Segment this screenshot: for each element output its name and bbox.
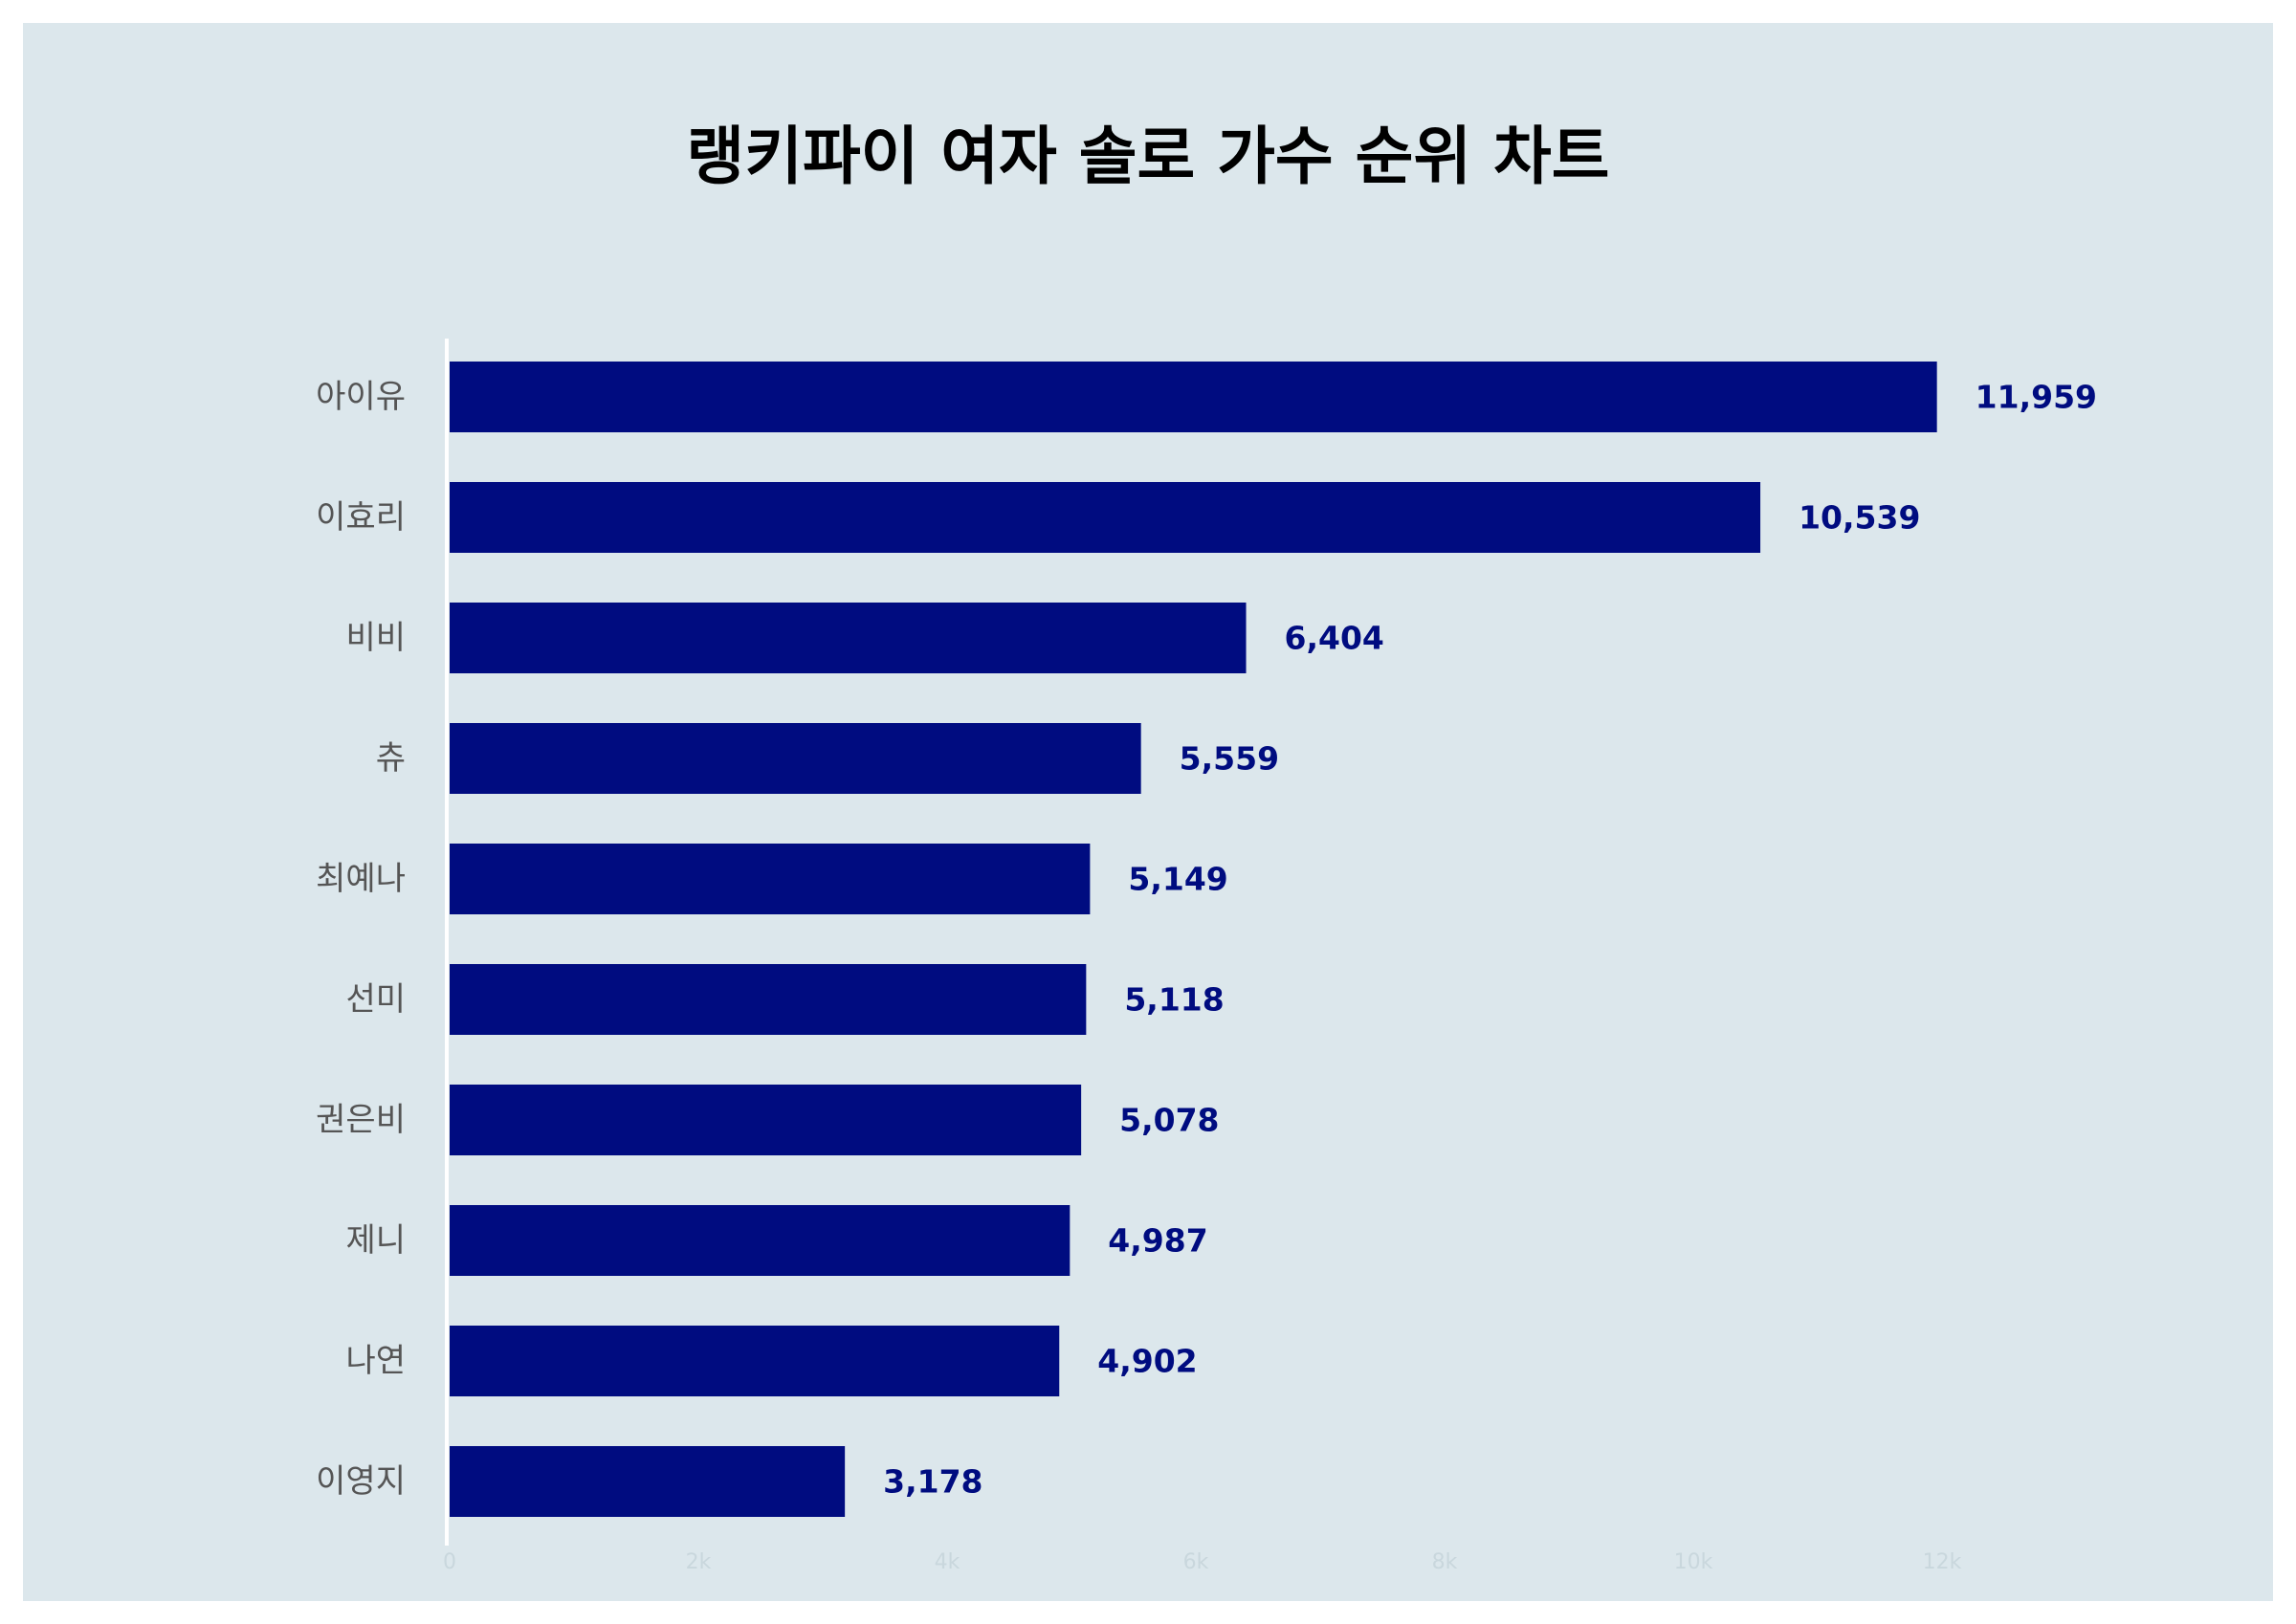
x-tick-label-6: 10k bbox=[1674, 1550, 1713, 1574]
bar-10 bbox=[450, 1446, 846, 1517]
bar-8 bbox=[450, 1205, 1071, 1276]
value-label-6: 5,118 bbox=[1124, 981, 1224, 1019]
category-label-2: 이효리 bbox=[316, 498, 406, 537]
value-label-1: 11,959 bbox=[1976, 379, 2097, 416]
x-tick-label-3: 4k bbox=[935, 1550, 960, 1574]
value-label-3: 6,404 bbox=[1285, 620, 1384, 657]
value-label-9: 4,902 bbox=[1097, 1343, 1197, 1380]
bar-9 bbox=[450, 1326, 1060, 1396]
bar-4 bbox=[450, 723, 1141, 794]
x-tick-label-4: 6k bbox=[1183, 1550, 1209, 1574]
value-label-7: 5,078 bbox=[1119, 1102, 1219, 1139]
x-tick-label-2: 2k bbox=[686, 1550, 712, 1574]
category-label-7: 권은비 bbox=[316, 1101, 406, 1139]
category-label-8: 제니 bbox=[345, 1221, 406, 1260]
category-label-10: 이영지 bbox=[316, 1462, 406, 1501]
category-label-6: 선미 bbox=[345, 980, 406, 1019]
bar-7 bbox=[450, 1085, 1082, 1155]
x-tick-label-5: 8k bbox=[1432, 1550, 1458, 1574]
category-label-4: 츄 bbox=[376, 739, 406, 778]
bars-group bbox=[450, 362, 1937, 1517]
value-labels-group: 11,959 10,539 6,404 5,559 5,149 5,118 5,078 4,9… bbox=[883, 379, 2097, 1501]
x-axis-ticks: 0 2k 4k 6k 8k 10k 12k bbox=[443, 1550, 1962, 1574]
value-label-8: 4,987 bbox=[1108, 1222, 1207, 1260]
bar-chart: 랭키파이 여자 솔로 가수 순위 차트 아이유이효리비비츄최예나선미권은비제니나… bbox=[316, 120, 2097, 1574]
x-tick-label-7: 12k bbox=[1923, 1550, 1962, 1574]
bar-2 bbox=[450, 482, 1761, 553]
value-label-10: 3,178 bbox=[883, 1463, 982, 1501]
category-label-5: 최예나 bbox=[316, 860, 406, 898]
value-label-2: 10,539 bbox=[1799, 499, 1920, 537]
bar-5 bbox=[450, 844, 1091, 914]
value-label-5: 5,149 bbox=[1128, 861, 1227, 898]
bar-1 bbox=[450, 362, 1937, 432]
chart-title: 랭키파이 여자 솔로 가수 순위 차트 bbox=[687, 120, 1610, 193]
category-label-9: 나연 bbox=[345, 1342, 406, 1380]
bar-6 bbox=[450, 964, 1087, 1035]
category-label-1: 아이유 bbox=[316, 378, 406, 416]
x-tick-label-1: 0 bbox=[443, 1550, 456, 1574]
bar-3 bbox=[450, 603, 1247, 673]
category-label-3: 비비 bbox=[345, 619, 406, 657]
value-label-4: 5,559 bbox=[1180, 740, 1279, 778]
